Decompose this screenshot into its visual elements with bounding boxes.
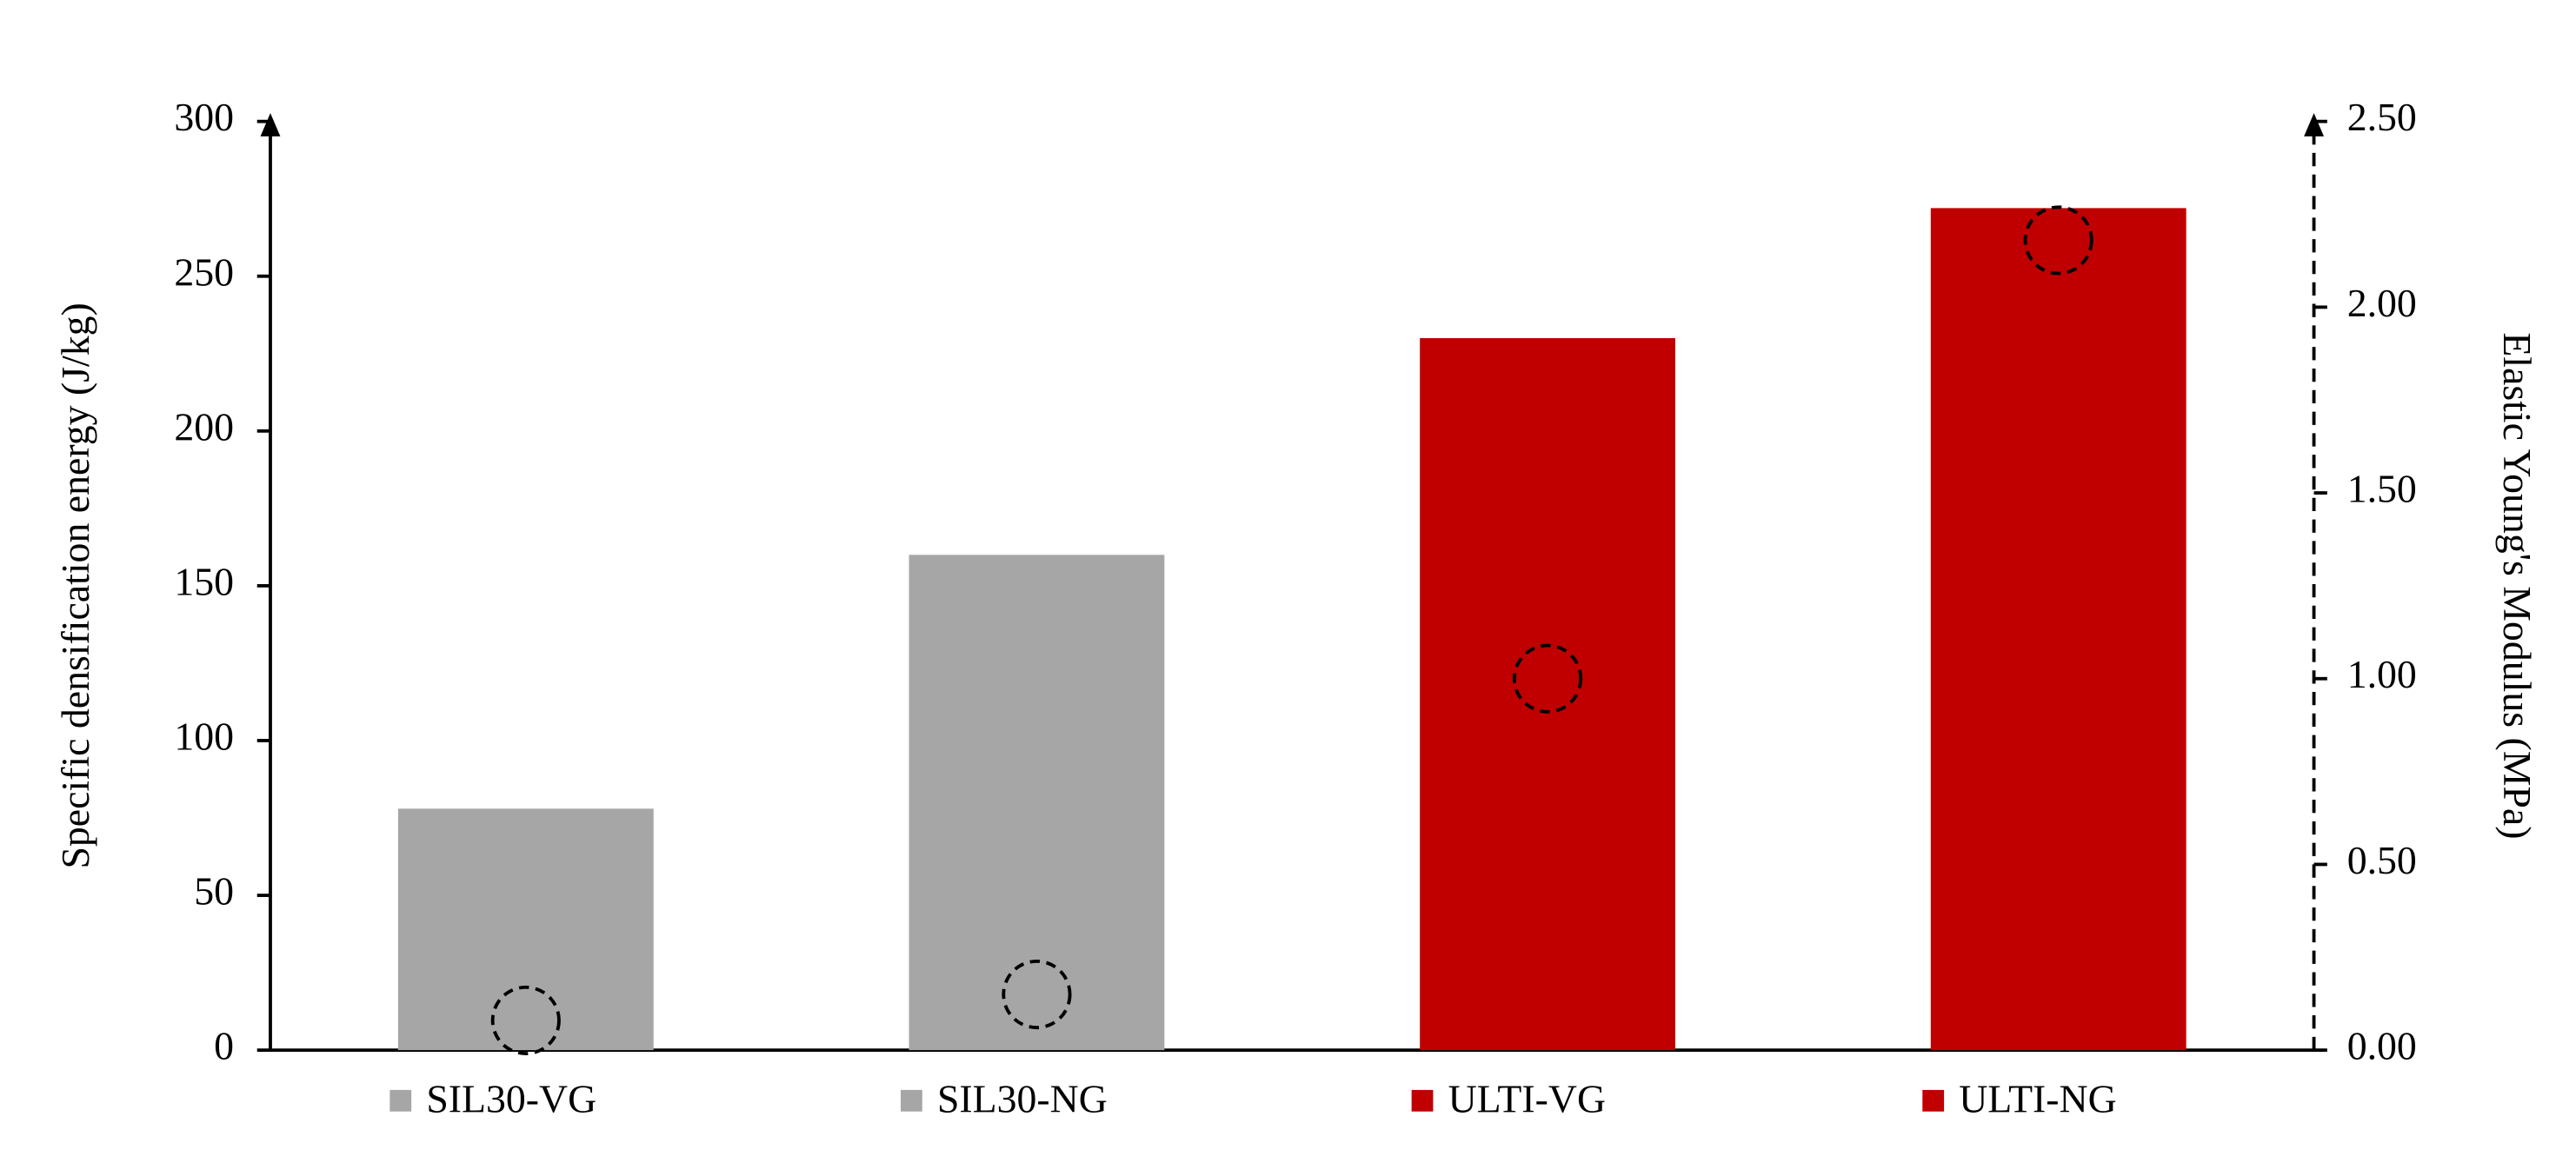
x-tick-label: ULTI-VG	[1448, 1077, 1606, 1121]
marker	[1002, 959, 1072, 1030]
y-tick-label: 100	[174, 714, 234, 758]
y2-tick-label: 0.50	[2347, 838, 2417, 882]
legend-swatch	[901, 1089, 922, 1112]
y-axis-title: Specific densification energy (J/kg)	[53, 302, 97, 868]
legend-swatch	[389, 1089, 412, 1112]
marker	[2023, 205, 2093, 276]
y2-axis-title: Elastic Young's Modulus (MPa)	[2495, 332, 2539, 839]
y-tick-label: 250	[174, 249, 234, 294]
bar	[397, 808, 654, 1051]
y-tick-label: 200	[174, 404, 234, 449]
y-tick-label: 0	[214, 1024, 234, 1068]
y2-tick-label: 2.00	[2347, 281, 2417, 325]
y-axis-arrow	[260, 113, 281, 136]
bar	[909, 555, 1165, 1051]
bar	[1420, 337, 1675, 1051]
legend-swatch	[1922, 1089, 1945, 1112]
y2-tick-label: 2.50	[2347, 95, 2417, 139]
x-tick-label: ULTI-NG	[1959, 1077, 2116, 1121]
x-tick-label: SIL30-NG	[937, 1077, 1108, 1121]
y-tick-label: 50	[194, 869, 234, 914]
y-tick-label: 150	[174, 559, 234, 603]
bar	[1930, 208, 2187, 1051]
x-tick-label: SIL30-VG	[426, 1077, 596, 1121]
y2-axis-arrow	[2304, 113, 2324, 136]
legend-swatch	[1411, 1089, 1434, 1112]
marker	[1513, 643, 1583, 714]
y2-tick-label: 1.50	[2347, 467, 2417, 511]
y2-tick-label: 0.00	[2347, 1024, 2417, 1068]
marker	[490, 985, 561, 1055]
y2-tick-label: 1.00	[2347, 652, 2417, 696]
y-tick-label: 300	[174, 95, 234, 139]
